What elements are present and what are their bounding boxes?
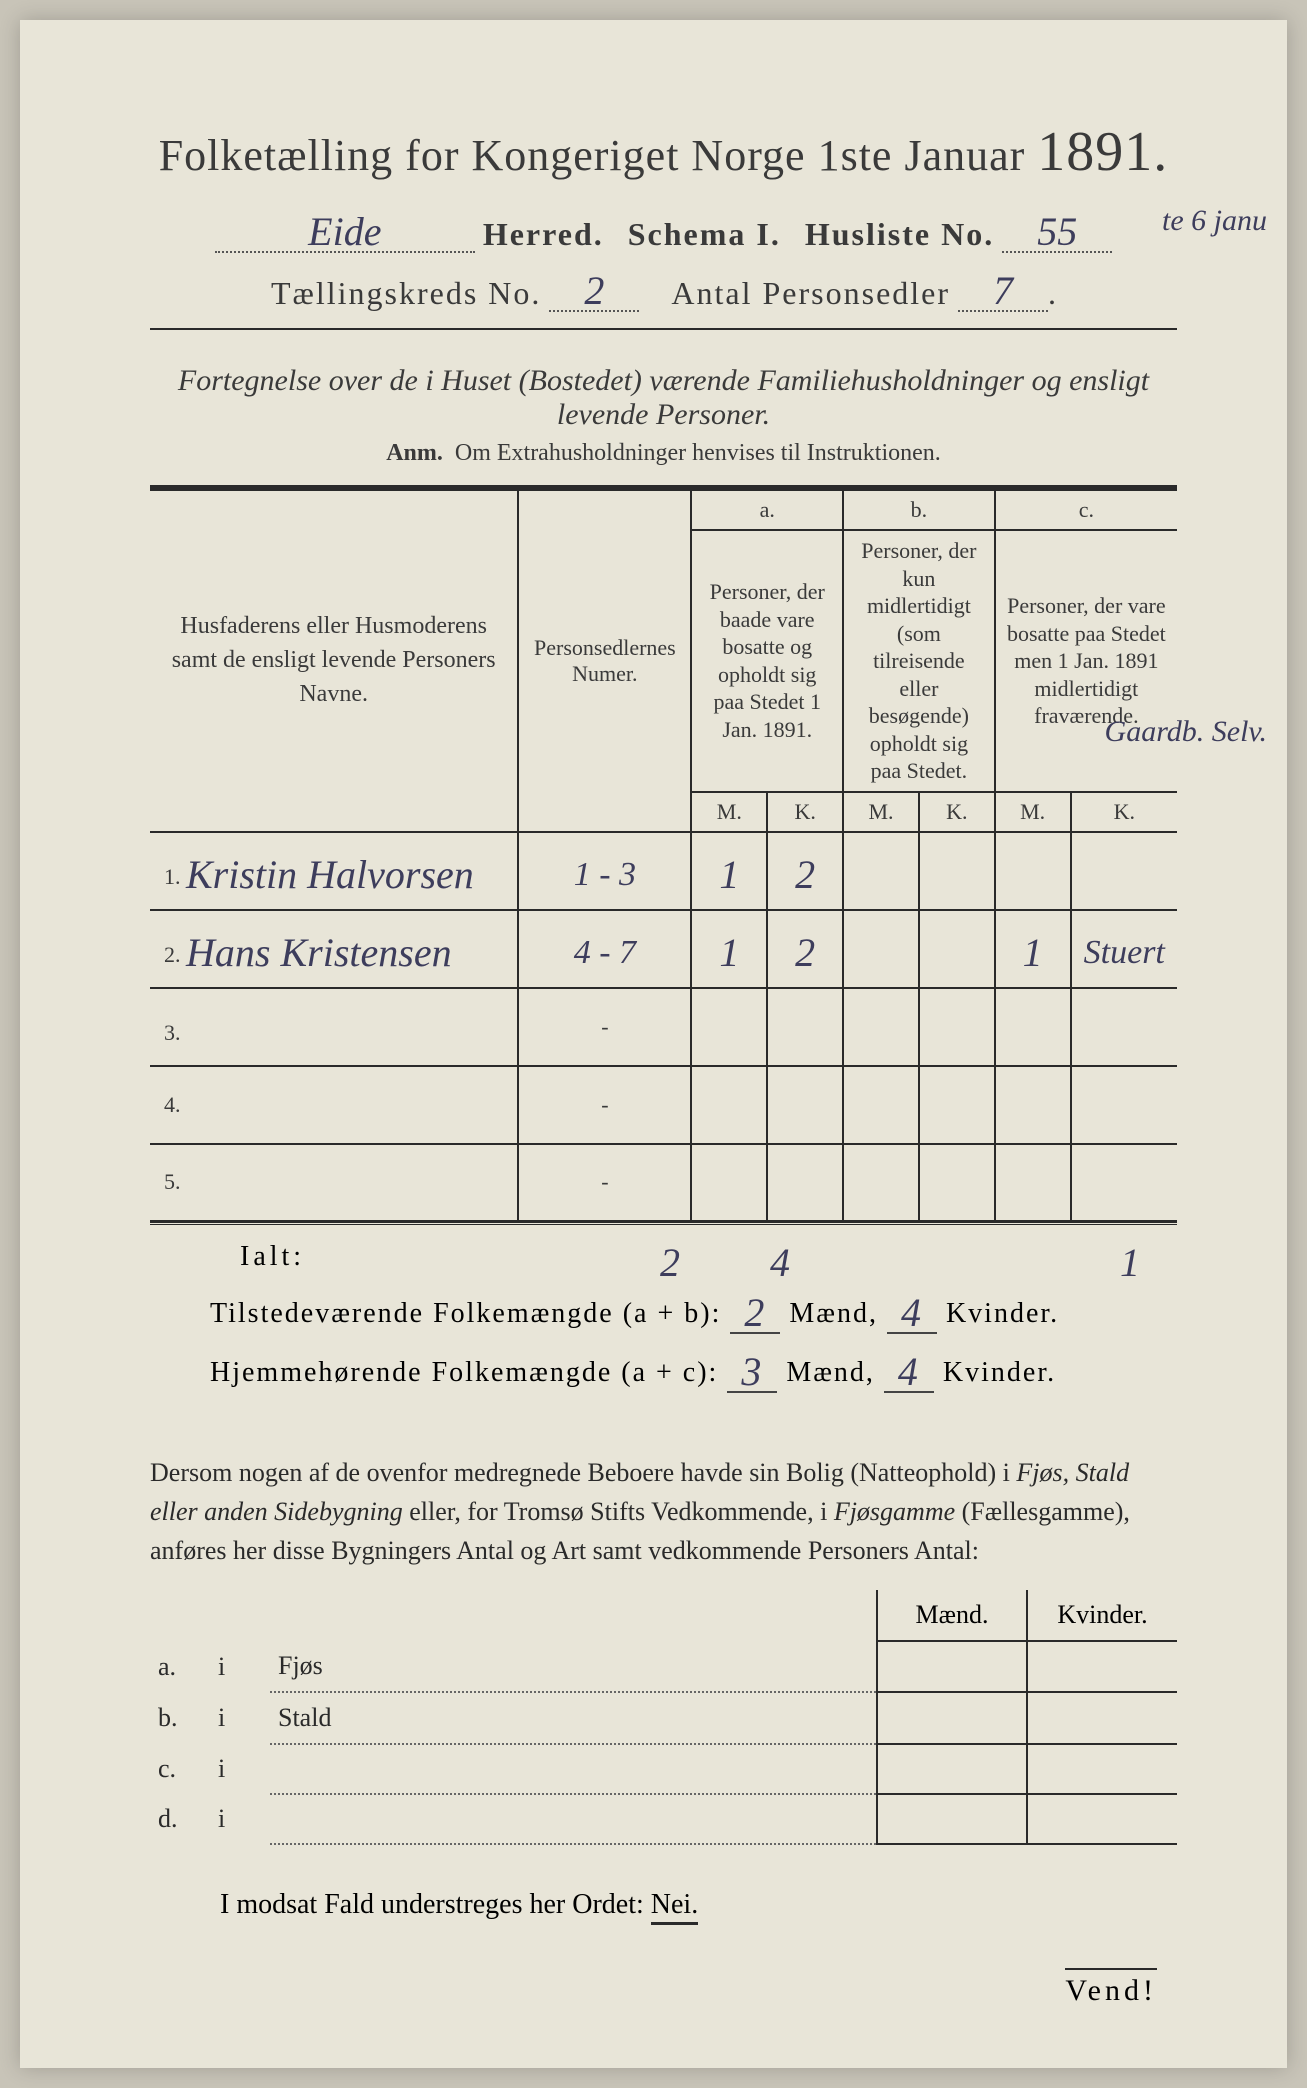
building-table: Mænd. Kvinder. a.i Fjøs b.i Stald c.i d.…	[150, 1590, 1177, 1845]
ialt-row: Ialt: 2 4 1	[240, 1241, 1177, 1273]
col-kvinder: Kvinder.	[1027, 1590, 1177, 1641]
col-name-header: Husfaderens eller Husmoderens samt de en…	[150, 488, 518, 832]
table-row: 2. Hans Kristensen 4 - 7 1 2 1 Stuert	[150, 910, 1177, 988]
col-b-desc: Personer, der kun midlertidigt (som tilr…	[843, 530, 995, 792]
building-row: b.i Stald	[150, 1692, 1177, 1744]
anm-note: Anm. Om Extrahusholdninger henvises til …	[150, 440, 1177, 467]
col-a-label: a.	[691, 488, 843, 530]
col-b-label: b.	[843, 488, 995, 530]
census-table: Husfaderens eller Husmoderens samt de en…	[150, 485, 1177, 1223]
table-row: 4. -	[150, 1066, 1177, 1144]
table-row: 1. Kristin Halvorsen 1 - 3 1 2	[150, 832, 1177, 910]
form-subtitle: Fortegnelse over de i Huset (Bostedet) v…	[150, 364, 1177, 432]
col-c-label: c.	[995, 488, 1177, 530]
vend-label: Vend!	[1065, 1968, 1157, 2008]
building-row: a.i Fjøs	[150, 1641, 1177, 1692]
header-row-2: Tællingskreds No. 2 Antal Personsedler 7…	[150, 263, 1177, 312]
sum-present: Tilstedeværende Folkemængde (a + b): 2 M…	[210, 1285, 1177, 1334]
instruction-paragraph: Dersom nogen af de ovenfor medregnede Be…	[150, 1453, 1177, 1570]
building-row: c.i	[150, 1744, 1177, 1794]
table-row: 3. -	[150, 988, 1177, 1066]
table-row: 5. -	[150, 1144, 1177, 1222]
sum-resident: Hjemmehørende Folkemængde (a + c): 3 Mæn…	[210, 1344, 1177, 1393]
building-row: d.i	[150, 1794, 1177, 1844]
census-form-page: Folketælling for Kongeriget Norge 1ste J…	[20, 20, 1287, 2068]
nei-line: I modsat Fald understreges her Ordet: Ne…	[220, 1889, 1177, 1921]
col-numer-header: Personsedlernes Numer.	[518, 488, 691, 832]
page-title: Folketælling for Kongeriget Norge 1ste J…	[150, 120, 1177, 184]
col-a-desc: Personer, der baade vare bosatte og opho…	[691, 530, 843, 792]
margin-note-occupation: Gaardb. Selv.	[1105, 715, 1267, 749]
col-maend: Mænd.	[877, 1590, 1027, 1641]
header-row-1: Eide Herred. Schema I. Husliste No. 55 t…	[150, 204, 1177, 253]
margin-note-date: te 6 janu	[1162, 204, 1267, 238]
col-c-desc: Personer, der vare bosatte paa Stedet me…	[995, 530, 1177, 792]
